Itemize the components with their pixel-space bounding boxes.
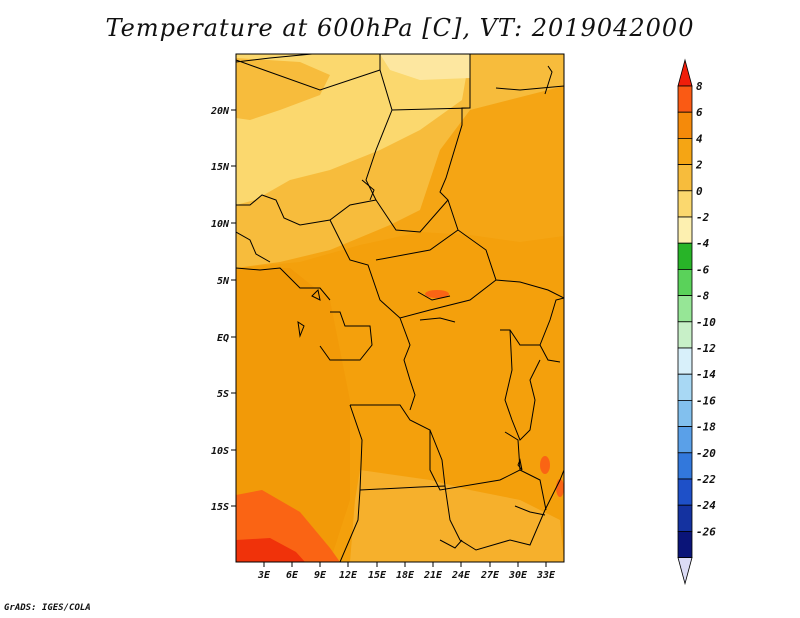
colorbar-label: -22 [696,473,716,486]
colorbar-label: 0 [696,185,703,198]
temperature-field [236,54,564,562]
colorbar-label: -24 [696,499,716,512]
lon-tick-label: 33E [536,570,556,581]
lat-tick-label: 15S [211,502,229,513]
colorbar-segment [677,190,693,218]
colorbar-label: -2 [696,211,710,224]
lat-tick-label: 15N [211,162,230,173]
colorbar-label: -18 [696,421,716,434]
lat-tick-label: 10S [211,446,229,457]
latitude-axis: 20N 15N 10N 5N EQ 5S 10S 15S [210,106,236,513]
longitude-axis: 3E 6E 9E 12E 15E 18E 21E 24E 27E 30E 33E [257,562,556,581]
lon-tick-label: 9E [314,570,327,581]
colorbar-segment [677,164,693,192]
colorbar-label: -14 [696,368,716,381]
colorbar-label: -26 [696,525,716,538]
lat-tick-label: 20N [210,106,230,117]
field-band-ocean [236,268,350,562]
lat-tick-label: 5S [217,389,229,400]
colorbar-segment [677,111,693,139]
colorbar-label: -10 [696,316,716,329]
country-borders [236,54,564,562]
lat-tick-label: 5N [217,276,230,287]
colorbar-segment [677,295,693,323]
colorbar-label: 2 [695,159,703,172]
colorbar-label: -12 [696,342,716,355]
colorbar-segment [677,478,693,506]
field-patch-north-west [236,58,330,120]
field-spot-central [425,290,449,298]
lon-tick-label: 18E [396,570,415,581]
credit-label: GrADS: IGES/COLA [4,603,91,613]
lon-tick-label: 24E [451,570,471,581]
colorbar-label: -16 [696,394,716,407]
colorbar-segment [677,268,693,296]
colorbar-segment [677,85,693,113]
colorbar-segment [677,347,693,375]
lat-tick-label: EQ [217,333,229,344]
colorbar-label: 4 [696,132,703,145]
field-band-minus4-to-minus2 [380,54,470,80]
colorbar-segment [677,321,693,349]
colorbar-segment [677,504,693,532]
colorbar: 8 6 4 2 0 -2 -4 -6 -8 -10 -12 -14 -16 -18 -20 -22 -24 -26 [677,58,716,586]
lon-tick-label: 3E [257,570,271,581]
colorbar-top-arrow [677,58,693,87]
field-band-6-to-8 [236,538,305,562]
lon-tick-label: 27E [480,570,500,581]
map-title: Temperature at 600hPa [C], VT: 201904200… [105,14,695,42]
field-spot-east [540,456,550,474]
map-frame [235,53,565,563]
colorbar-segment [677,426,693,454]
lon-tick-label: 15E [368,570,387,581]
colorbar-label: -4 [696,237,710,250]
colorbar-segment [677,452,693,480]
colorbar-bottom-arrow [677,557,693,586]
lat-tick-label: 10N [211,219,230,230]
lon-tick-label: 6E [286,570,299,581]
colorbar-segment [677,242,693,270]
colorbar-label: -6 [696,263,710,276]
lon-tick-label: 21E [423,570,443,581]
colorbar-segment [677,373,693,401]
field-spot-southeast [556,479,564,497]
lon-tick-label: 30E [508,570,528,581]
colorbar-label: -8 [696,290,710,303]
colorbar-segment [677,216,693,244]
lon-tick-label: 12E [339,570,358,581]
colorbar-label: 8 [696,80,703,93]
colorbar-label: -20 [696,447,716,460]
colorbar-segment [677,137,693,165]
colorbar-segment [677,399,693,427]
colorbar-segment [677,531,693,559]
colorbar-label: 6 [696,106,703,119]
field-band-south [350,470,564,562]
